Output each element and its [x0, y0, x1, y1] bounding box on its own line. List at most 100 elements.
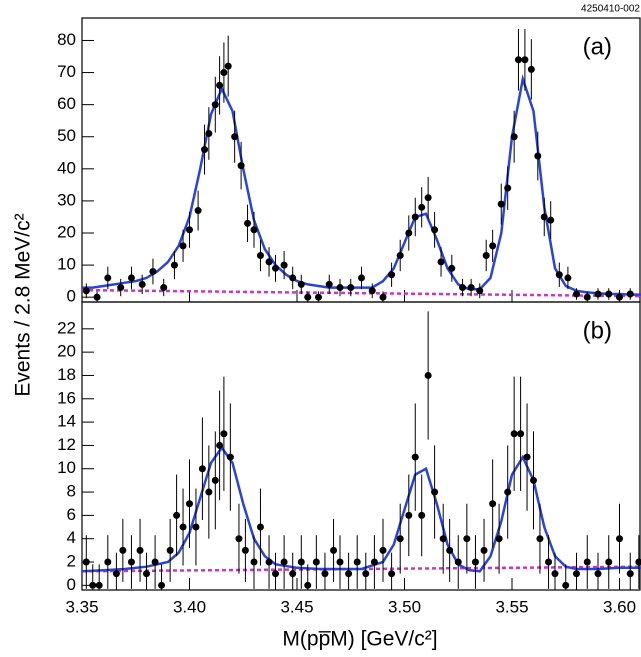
data-point	[448, 264, 456, 272]
data-point	[170, 261, 178, 269]
data-point	[454, 558, 462, 566]
data-point	[551, 570, 559, 578]
data-point	[379, 546, 387, 554]
data-point	[201, 146, 209, 154]
data-point	[545, 558, 553, 566]
data-point	[536, 535, 544, 543]
data-point	[573, 570, 580, 578]
data-point	[104, 274, 112, 282]
data-point	[265, 258, 273, 266]
data-point	[345, 570, 353, 578]
data-point	[517, 430, 525, 438]
data-point	[304, 293, 312, 301]
x-tick-label: 3.50	[388, 597, 421, 616]
data-point	[431, 226, 439, 234]
x-tick-label: 3.45	[280, 597, 313, 616]
data-point	[540, 213, 548, 221]
data-point	[272, 570, 279, 578]
data-point	[244, 219, 252, 227]
data-point	[136, 546, 144, 554]
data-point	[594, 290, 602, 298]
data-point	[583, 293, 591, 301]
data-point	[336, 284, 344, 292]
data-point	[388, 271, 396, 279]
figure-id: 4250410-002	[581, 4, 640, 15]
data-point	[315, 293, 322, 301]
y-tick-label: 12	[57, 435, 76, 454]
data-point	[104, 558, 112, 566]
y-tick-label: 14	[57, 412, 76, 431]
data-point	[504, 184, 512, 192]
data-point	[186, 500, 193, 508]
data-point	[583, 558, 591, 566]
data-point	[297, 558, 305, 566]
data-point	[211, 101, 219, 109]
data-point	[424, 371, 432, 379]
y-tick-label: 2	[67, 552, 76, 571]
data-point	[446, 546, 454, 554]
data-point	[205, 130, 213, 138]
data-point	[555, 271, 563, 279]
plot-area	[82, 311, 641, 590]
data-point	[198, 465, 206, 473]
data-point	[117, 284, 125, 292]
data-point	[482, 251, 490, 259]
y-tick-label: 10	[57, 458, 76, 477]
data-point	[166, 546, 174, 554]
data-point	[562, 581, 570, 589]
y-tick-label: 16	[57, 388, 76, 407]
data-point	[471, 558, 479, 566]
y-tick-label: 18	[57, 365, 76, 384]
data-point	[527, 65, 535, 73]
data-point	[336, 558, 344, 566]
data-point	[418, 203, 426, 211]
data-point	[272, 264, 279, 272]
y-tick-label: 20	[57, 342, 76, 361]
data-point	[149, 268, 157, 276]
data-point	[504, 488, 512, 496]
data-point	[112, 570, 120, 578]
data-point	[179, 242, 187, 250]
data-point	[93, 293, 101, 301]
data-point	[192, 523, 200, 531]
data-point	[216, 441, 224, 449]
data-point	[463, 535, 471, 543]
data-point	[547, 216, 555, 224]
data-point	[626, 290, 634, 298]
data-point	[405, 511, 413, 519]
background-curve	[82, 565, 641, 573]
data-point	[626, 570, 634, 578]
data-point	[521, 56, 529, 64]
data-point	[534, 152, 542, 160]
data-point	[439, 535, 447, 543]
y-tick-label: 4	[67, 528, 76, 547]
data-point	[211, 476, 219, 484]
data-point	[312, 558, 320, 566]
data-point	[250, 558, 258, 566]
plot-frame	[81, 17, 641, 303]
background-curve	[82, 288, 641, 298]
data-point	[495, 535, 503, 543]
data-point	[280, 558, 288, 566]
data-point	[235, 535, 243, 543]
data-point	[396, 535, 404, 543]
y-tick-label: 70	[57, 62, 76, 81]
data-point	[523, 453, 531, 461]
data-point	[489, 500, 497, 508]
y-tick-label: 20	[57, 222, 76, 241]
y-tick-label: 50	[57, 126, 76, 145]
data-point	[226, 453, 234, 461]
data-point	[89, 581, 97, 589]
data-point	[616, 293, 623, 301]
data-point	[160, 284, 168, 292]
y-tick-label: 6	[67, 505, 76, 524]
y-tick-label: 8	[67, 482, 76, 501]
y-tick-label: 0	[67, 575, 76, 594]
y-tick-label: 10	[57, 255, 76, 274]
data-point	[405, 229, 413, 237]
data-point	[411, 213, 419, 221]
x-axis-label: M(pp̅M) [GeV/c²]	[282, 628, 437, 651]
data-point	[256, 251, 264, 259]
data-point	[437, 258, 445, 266]
